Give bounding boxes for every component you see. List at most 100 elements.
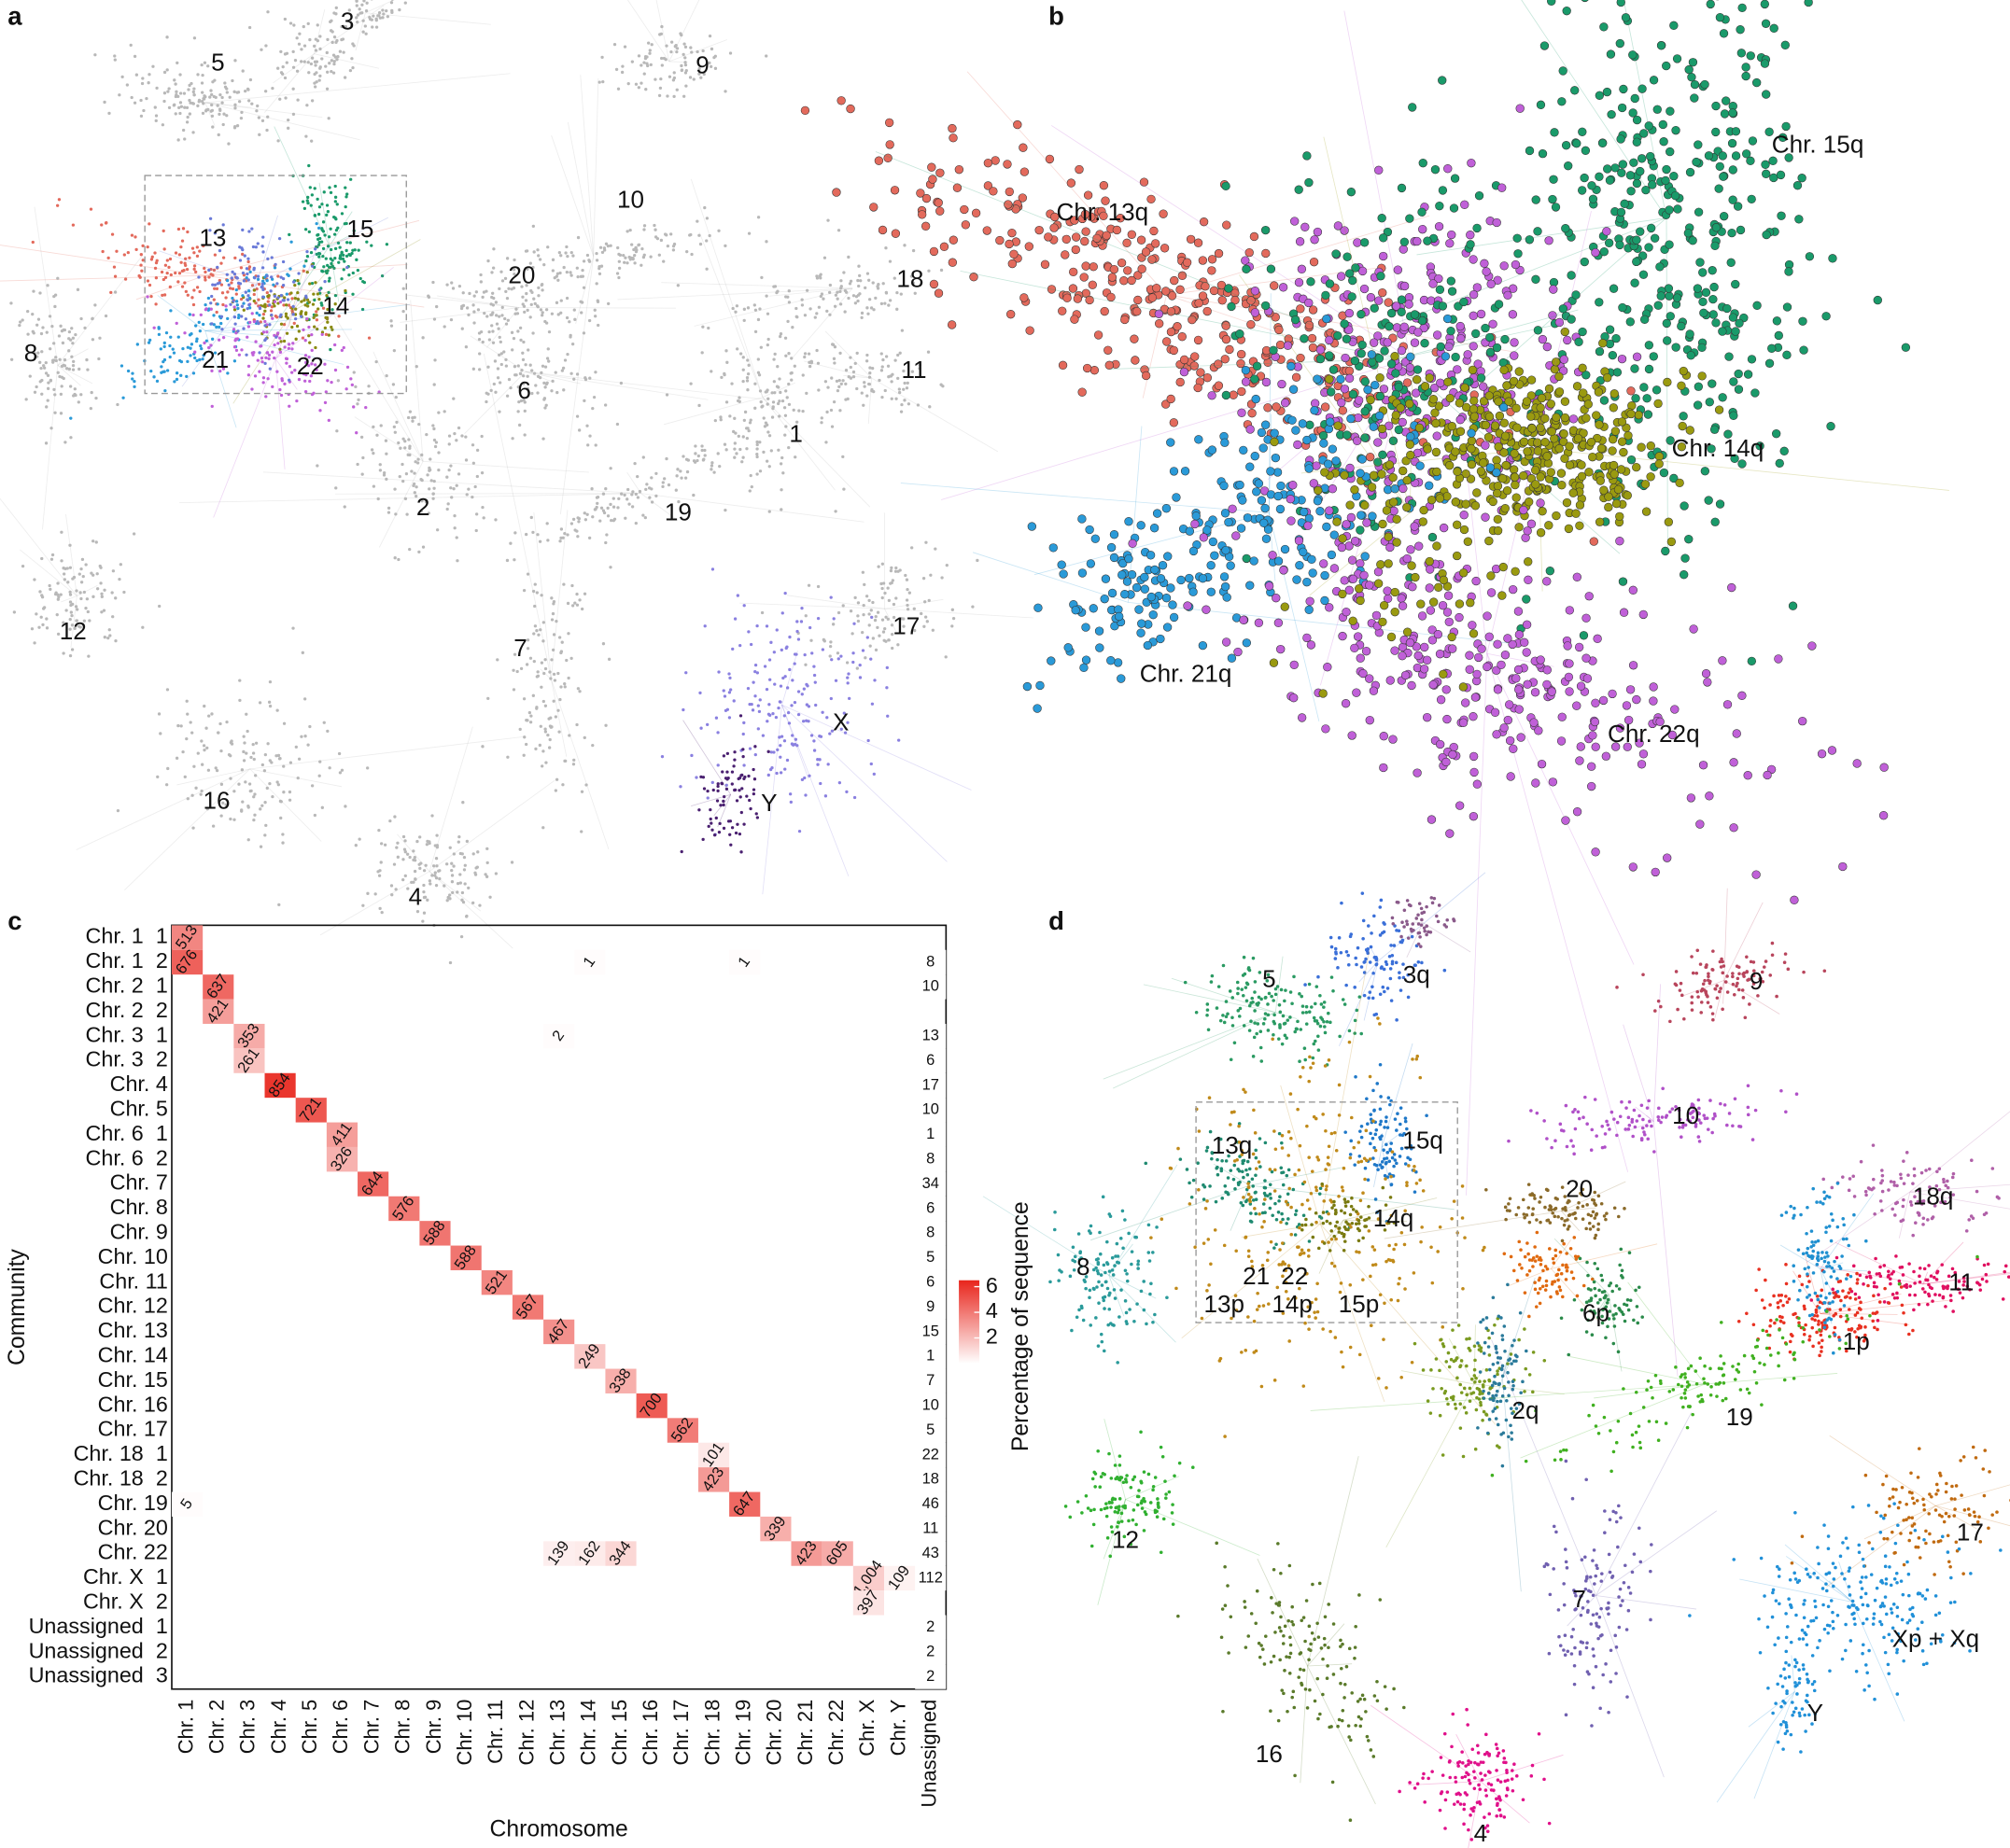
node — [415, 461, 420, 465]
node — [820, 292, 824, 296]
node — [626, 82, 630, 86]
node — [330, 328, 334, 331]
node — [1109, 264, 1119, 274]
node — [876, 285, 879, 288]
node — [264, 337, 268, 341]
node — [113, 58, 117, 62]
node — [1687, 72, 1696, 82]
node — [1661, 175, 1670, 186]
node — [333, 343, 337, 347]
node — [232, 300, 235, 303]
node — [1595, 298, 1604, 307]
node — [634, 492, 638, 497]
node — [853, 595, 857, 600]
node — [556, 278, 560, 282]
node — [793, 700, 797, 705]
node — [305, 250, 309, 254]
node — [728, 414, 732, 418]
node — [162, 70, 167, 75]
node — [396, 855, 400, 859]
node — [247, 303, 251, 307]
node — [1070, 315, 1079, 324]
node — [52, 387, 56, 392]
node — [345, 365, 350, 370]
node — [556, 671, 560, 676]
node — [448, 846, 452, 849]
node — [385, 477, 388, 482]
node — [855, 351, 859, 356]
node — [194, 324, 198, 328]
node — [326, 263, 330, 268]
node — [302, 299, 306, 302]
node — [679, 469, 682, 473]
node — [736, 347, 739, 351]
node — [478, 352, 482, 356]
node — [1794, 215, 1804, 224]
node — [541, 826, 545, 830]
node — [252, 350, 256, 355]
node — [863, 582, 866, 587]
node — [103, 100, 106, 105]
node — [1340, 319, 1349, 329]
edge — [77, 584, 98, 596]
node — [312, 315, 316, 320]
node — [91, 338, 95, 342]
node — [65, 367, 69, 371]
edge — [335, 493, 641, 495]
node — [616, 245, 620, 250]
node — [1626, 409, 1636, 419]
node — [961, 220, 971, 230]
node — [220, 328, 224, 331]
node — [583, 399, 586, 403]
node — [414, 877, 417, 881]
node — [939, 242, 949, 251]
node — [1631, 394, 1640, 403]
node — [659, 238, 664, 243]
node — [928, 175, 937, 184]
node — [1760, 59, 1770, 68]
node — [208, 95, 212, 99]
node — [816, 361, 821, 365]
node — [756, 357, 760, 361]
node — [91, 595, 95, 598]
node — [630, 505, 635, 509]
node — [935, 206, 945, 216]
node — [267, 700, 272, 704]
node — [1567, 271, 1576, 280]
node — [271, 316, 274, 320]
node — [1142, 371, 1151, 381]
node — [1531, 195, 1540, 204]
node — [246, 805, 250, 809]
node — [38, 380, 42, 384]
node — [776, 365, 780, 369]
node — [155, 259, 159, 262]
node — [758, 307, 762, 311]
node — [519, 399, 524, 403]
node — [1512, 233, 1522, 243]
node — [543, 406, 547, 410]
edge — [551, 679, 610, 850]
node — [371, 25, 374, 29]
node — [1455, 321, 1465, 331]
node — [1309, 479, 1318, 488]
node — [637, 244, 640, 247]
node — [1193, 383, 1202, 393]
node — [270, 256, 274, 259]
node — [642, 72, 646, 76]
node — [887, 303, 891, 307]
node — [163, 263, 168, 267]
node — [910, 546, 914, 550]
node — [1198, 256, 1208, 265]
node — [462, 855, 467, 860]
node — [401, 858, 405, 861]
node — [57, 334, 62, 338]
node-cluster — [9, 206, 143, 530]
node — [889, 374, 893, 378]
node — [420, 499, 424, 503]
node — [283, 345, 287, 349]
node — [251, 353, 255, 357]
node — [314, 314, 317, 317]
node — [333, 302, 337, 306]
node — [1583, 399, 1593, 409]
node — [186, 345, 190, 349]
